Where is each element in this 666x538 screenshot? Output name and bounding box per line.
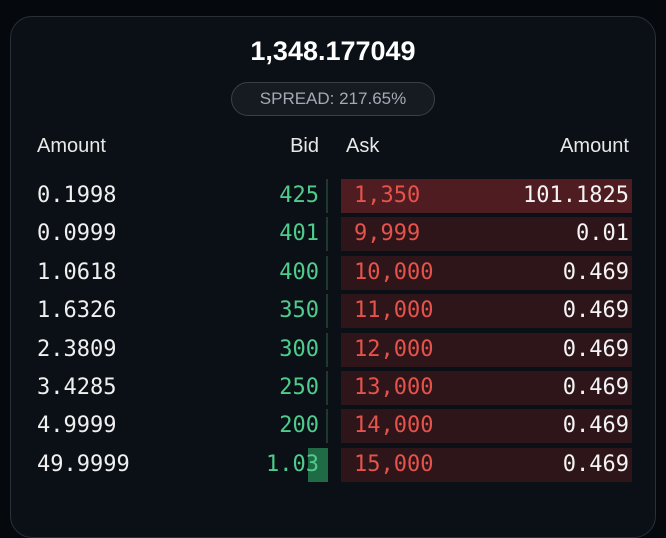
bid-depth-bar xyxy=(326,409,328,444)
ask-price: 15,000 xyxy=(354,451,434,477)
bid-price: 401 xyxy=(279,221,319,247)
ask-depth-bar xyxy=(341,217,632,252)
bid-price: 400 xyxy=(279,259,319,285)
bid-depth-bar xyxy=(308,447,328,482)
bid-amount: 1.0618 xyxy=(37,259,117,285)
ask-amount: 0.469 xyxy=(562,375,629,400)
bid-price: 200 xyxy=(279,413,319,439)
bid-amount: 4.9999 xyxy=(37,413,117,439)
bid-amount: 49.9999 xyxy=(37,451,130,477)
ask-depth-bar xyxy=(341,179,632,213)
ask-amount: 0.469 xyxy=(562,298,629,324)
bid-price: 350 xyxy=(279,298,319,324)
ask-amount: 0.469 xyxy=(562,413,629,439)
ask-header: Ask xyxy=(346,135,380,157)
ask-price: 1,350 xyxy=(354,183,421,208)
bid-price: 1.03 xyxy=(266,451,319,477)
last-price: 1,348.177049 xyxy=(250,36,416,66)
bid-amount: 2.3809 xyxy=(37,336,117,362)
ask-depth-bar xyxy=(341,294,632,329)
bid-amount: 1.6326 xyxy=(37,298,117,324)
ask-amount: 0.469 xyxy=(562,336,629,362)
ask-amount: 0.469 xyxy=(562,259,629,285)
ask-amount: 101.1825 xyxy=(523,183,629,208)
page: 1,348.177049 SPREAD: 217.65% Amount Bid … xyxy=(10,16,656,538)
bid-depth-bar xyxy=(326,217,328,252)
bid-depth-bar xyxy=(326,371,328,405)
bid-depth-bar xyxy=(326,255,328,290)
ask-price: 10,000 xyxy=(354,259,434,285)
ask-price: 14,000 xyxy=(354,413,434,439)
ask-depth-bar xyxy=(341,332,632,367)
ask-price: 13,000 xyxy=(354,375,434,400)
ask-price: 11,000 xyxy=(354,298,434,324)
bid-amount: 0.1998 xyxy=(37,183,117,208)
spread-pill: SPREAD: 217.65% xyxy=(231,82,435,116)
bid-depth-bar xyxy=(326,294,328,329)
bid-price: 425 xyxy=(279,183,319,208)
ask-depth-bar xyxy=(341,255,632,290)
ask-price: 9,999 xyxy=(354,221,421,247)
ask-depth-bar xyxy=(341,447,632,482)
bid-price: 250 xyxy=(279,375,319,400)
ask-depth-bar xyxy=(341,409,632,444)
ask-amount: 0.01 xyxy=(576,221,629,247)
ask-price: 12,000 xyxy=(354,336,434,362)
bid-amount-header: Amount xyxy=(37,135,106,157)
bid-amount: 0.0999 xyxy=(37,221,117,247)
bid-header: Bid xyxy=(290,135,319,157)
ask-amount: 0.469 xyxy=(562,451,629,477)
bid-price: 300 xyxy=(279,336,319,362)
bid-depth-bar xyxy=(326,332,328,367)
bid-depth-bar xyxy=(326,179,328,213)
ask-depth-bar xyxy=(341,371,632,405)
bid-amount: 3.4285 xyxy=(37,375,117,400)
ask-amount-header: Amount xyxy=(560,135,629,157)
